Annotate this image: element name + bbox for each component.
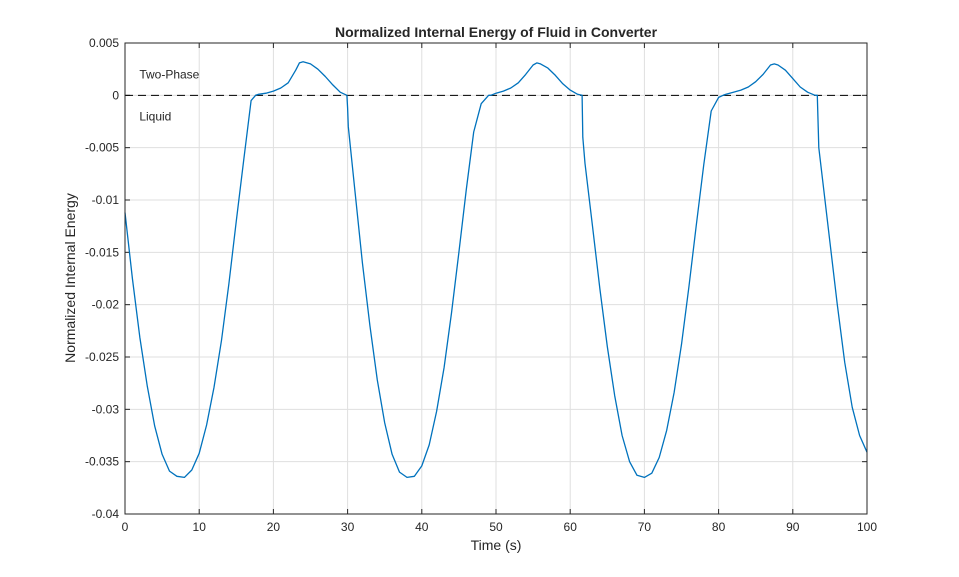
y-tick-label: -0.04 [92,507,120,521]
x-axis-label: Time (s) [471,537,522,553]
x-tick-label: 0 [122,520,129,534]
x-tick-label: 100 [857,520,877,534]
y-axis-ticks: 0.005 0 -0.005 -0.01 -0.015 -0.02 -0.025 -0.03 -… [85,36,867,521]
series-group [124,61,868,479]
y-tick-label: -0.025 [85,350,119,364]
y-tick-label: -0.035 [85,455,119,469]
y-tick-label: -0.015 [85,245,119,259]
x-tick-label: 80 [712,520,726,534]
y-tick-label: 0 [112,88,119,102]
x-tick-label: 60 [564,520,578,534]
annotation-liquid: Liquid [139,109,171,123]
x-tick-label: 40 [415,520,429,534]
plot-frame [124,42,868,515]
x-axis-ticks: 0 10 20 30 40 50 60 70 80 90 100 [122,43,877,534]
x-tick-label: 20 [267,520,281,534]
x-tick-label: 90 [786,520,800,534]
y-axis-label: Normalized Internal Energy [62,193,78,363]
x-tick-label: 30 [341,520,355,534]
y-tick-label: -0.03 [92,402,120,416]
series-line [124,61,868,479]
y-tick-label: -0.005 [85,141,119,155]
x-tick-label: 70 [638,520,652,534]
y-tick-label: 0.005 [89,36,119,50]
y-tick-label: -0.02 [92,298,120,312]
x-tick-label: 10 [193,520,207,534]
y-tick-label: -0.01 [92,193,120,207]
x-tick-label: 50 [489,520,503,534]
annotation-two-phase: Two-Phase [139,67,199,81]
chart-title: Normalized Internal Energy of Fluid in C… [335,24,658,40]
